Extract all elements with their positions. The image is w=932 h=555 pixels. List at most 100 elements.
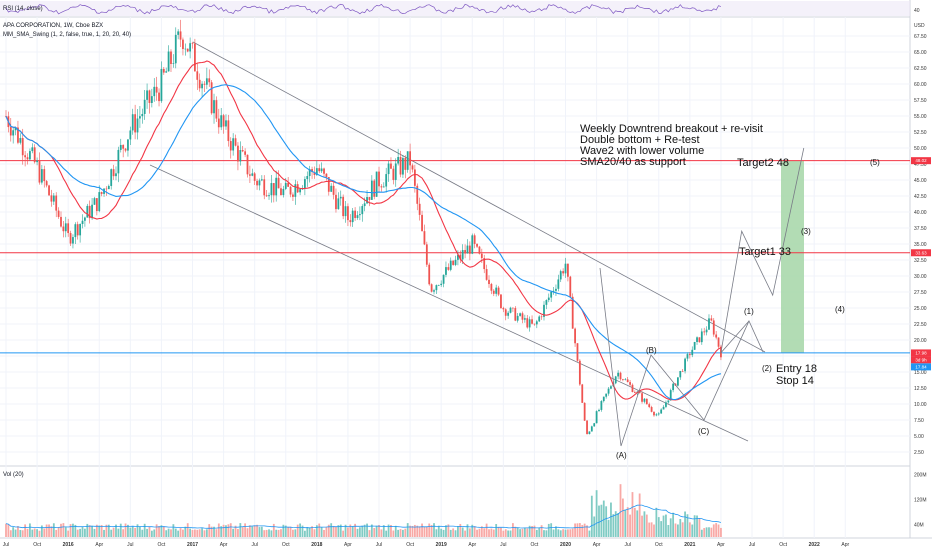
candle-body	[586, 420, 588, 435]
candle-body	[86, 205, 89, 218]
candle-body	[318, 168, 321, 172]
volume-bar	[45, 524, 48, 537]
volume-bar	[299, 523, 302, 537]
chart-title-legend[interactable]: APA CORPORATION, 1W, Cboe BZX	[3, 23, 103, 29]
candle-body	[325, 173, 328, 178]
candle-body	[433, 290, 435, 292]
time-tick-label: Oct	[531, 542, 539, 548]
time-tick-label: Oct	[406, 542, 414, 548]
volume-bar	[480, 526, 483, 537]
horizontal-levels	[0, 160, 910, 354]
price-badge	[911, 356, 931, 364]
volume-bar	[509, 530, 512, 537]
volume-bar	[703, 528, 706, 537]
candle-body	[229, 141, 232, 151]
candle-body	[287, 182, 290, 187]
time-tick-label: Jul	[3, 542, 9, 548]
volume-bar	[708, 527, 710, 537]
volume-bar	[225, 525, 227, 537]
candle-body	[457, 254, 459, 260]
abc-wave-line	[599, 267, 764, 447]
volume-bar	[170, 529, 172, 537]
rsi-legend[interactable]: RSI (14, close)	[3, 6, 43, 12]
trend-channel	[149, 41, 766, 442]
price-tick-label: 65.00	[914, 50, 927, 56]
candle-body	[251, 173, 254, 176]
candle-body	[351, 210, 354, 223]
candle-body	[107, 185, 110, 190]
stop-label: Stop 14	[776, 375, 814, 387]
volume-bar	[626, 507, 629, 537]
candle-body	[413, 169, 416, 186]
volume-bar	[402, 529, 404, 537]
volume-bar	[93, 528, 96, 537]
indicator-legend[interactable]: MM_SMA_Swing (1, 2, false, true, 1, 20, …	[3, 32, 131, 38]
time-axis[interactable]: Jul Oct 2016 Apr Jul Oct 2017 Apr Jul Oct 2018 Apr J…	[3, 542, 850, 548]
candle-body	[358, 214, 361, 216]
volume-bar	[550, 523, 553, 537]
volume-bar	[112, 527, 115, 537]
volume-bar	[351, 526, 354, 537]
candle-body	[495, 287, 498, 294]
candle-body	[141, 113, 144, 117]
candle-body	[540, 316, 543, 318]
price-badge	[911, 363, 931, 371]
candle-body	[146, 90, 148, 100]
candle-body	[160, 68, 163, 102]
volume-bar	[122, 529, 125, 537]
candle-body	[45, 181, 48, 186]
volume-bar	[449, 529, 452, 537]
volume-bar	[332, 525, 335, 537]
candle-body	[208, 78, 211, 83]
volume-bar	[378, 524, 380, 537]
price-tick-label: 40.00	[914, 210, 927, 216]
volume-bar	[268, 529, 270, 537]
candle-body	[402, 158, 404, 175]
price-axis[interactable]: 67.50 65.00 62.50 60.00 57.50 55.00 52.50 50.00…	[911, 34, 931, 456]
volume-bar	[95, 524, 98, 537]
price-tick-label: 27.50	[914, 290, 927, 296]
volume-bar	[174, 528, 177, 537]
candle-body	[50, 195, 53, 202]
volume-bar	[50, 526, 53, 537]
volume-bar	[205, 529, 208, 537]
candle-body	[124, 148, 127, 151]
candle-body	[638, 391, 641, 394]
volume-bar	[177, 530, 180, 537]
volume-bar	[29, 523, 31, 537]
volume-bar	[124, 523, 127, 537]
volume-bar	[24, 524, 27, 537]
volume-bar	[344, 524, 347, 537]
volume-bar	[134, 527, 137, 537]
volume-bar	[189, 528, 192, 537]
volume-bar	[445, 525, 447, 537]
candle-body	[69, 233, 72, 244]
candle-body	[691, 349, 694, 356]
candle-body	[105, 188, 108, 190]
volume-bar	[394, 525, 397, 537]
volume-bar	[519, 529, 521, 537]
volume-bar	[514, 526, 517, 537]
candle-body	[394, 163, 397, 180]
volume-bar	[146, 528, 148, 537]
candle-body	[143, 99, 146, 114]
candle-body	[454, 259, 457, 265]
volume-bar	[564, 529, 567, 537]
volume-bar	[696, 515, 698, 537]
candle-body	[619, 372, 622, 380]
volume-bar	[595, 490, 598, 537]
volume-bar	[447, 524, 450, 537]
candle-body	[617, 372, 620, 377]
volume-bar	[543, 530, 545, 537]
note-line-4: SMA20/40 as support	[580, 156, 686, 168]
volume-legend[interactable]: Vol (20)	[3, 472, 24, 478]
candle-body	[485, 269, 488, 280]
volume-bar	[335, 527, 337, 537]
volume-bar	[562, 529, 565, 537]
volume-bar	[653, 524, 655, 537]
volume-bar	[186, 523, 189, 537]
price-badge-label: 3d 9h	[915, 357, 927, 362]
volume-bar	[232, 528, 235, 537]
candle-body	[385, 174, 388, 187]
